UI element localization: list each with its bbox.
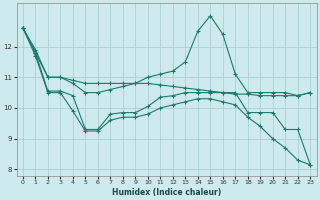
- X-axis label: Humidex (Indice chaleur): Humidex (Indice chaleur): [112, 188, 221, 197]
